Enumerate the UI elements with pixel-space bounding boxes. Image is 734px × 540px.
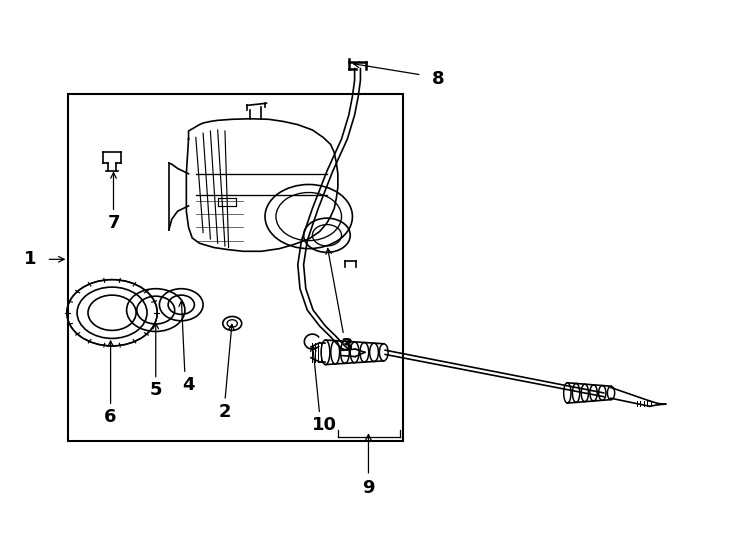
Text: 8: 8 — [432, 70, 445, 88]
Text: 2: 2 — [219, 403, 231, 421]
Bar — [68, 93, 404, 441]
Text: 9: 9 — [362, 479, 374, 497]
Text: 10: 10 — [312, 416, 337, 434]
Text: 7: 7 — [107, 214, 120, 232]
Text: 6: 6 — [104, 408, 117, 426]
Text: 1: 1 — [24, 251, 37, 268]
Text: 5: 5 — [150, 381, 162, 399]
Text: 3: 3 — [341, 337, 353, 355]
Text: 4: 4 — [182, 376, 195, 394]
